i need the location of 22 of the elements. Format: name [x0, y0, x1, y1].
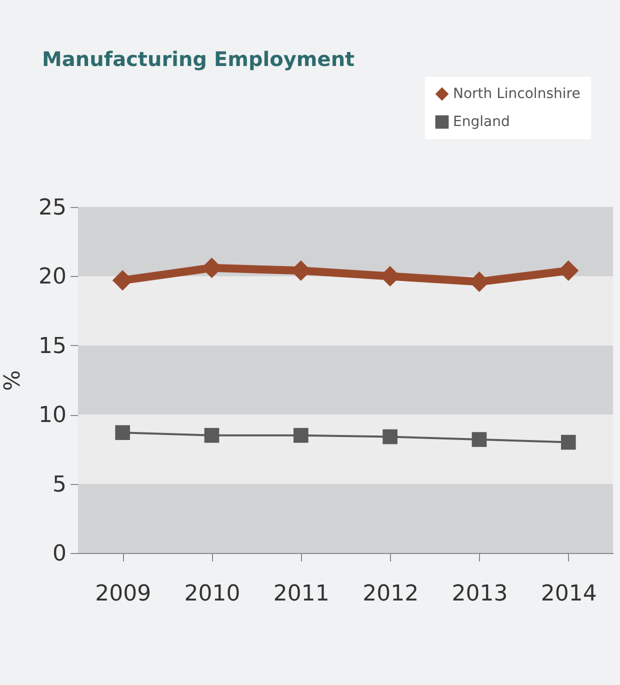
legend-label: England — [453, 114, 510, 130]
x-tick-label: 2011 — [273, 582, 330, 606]
chart-title: Manufacturing Employment — [42, 47, 356, 71]
point — [204, 428, 220, 443]
y-tick-label: 25 — [38, 196, 66, 220]
x-tick-label: 2013 — [452, 582, 508, 606]
y-tick-label: 10 — [38, 403, 66, 428]
point — [294, 428, 308, 443]
x-tick-label: 2010 — [184, 582, 240, 606]
point — [115, 425, 130, 440]
x-tick-label: 2009 — [95, 582, 152, 606]
y-tick-label: 20 — [38, 264, 66, 290]
point — [561, 434, 576, 450]
point — [472, 432, 487, 447]
y-tick-label: 15 — [38, 334, 66, 359]
point — [382, 429, 398, 444]
x-tick-label: 2014 — [540, 582, 597, 606]
legend-label: North Lincolnshire — [453, 86, 580, 102]
y-axis-title: % — [0, 370, 26, 391]
x-tick-label: 2012 — [362, 582, 419, 606]
y-tick-label: 0 — [52, 542, 66, 566]
y-tick-label: 5 — [52, 472, 66, 498]
